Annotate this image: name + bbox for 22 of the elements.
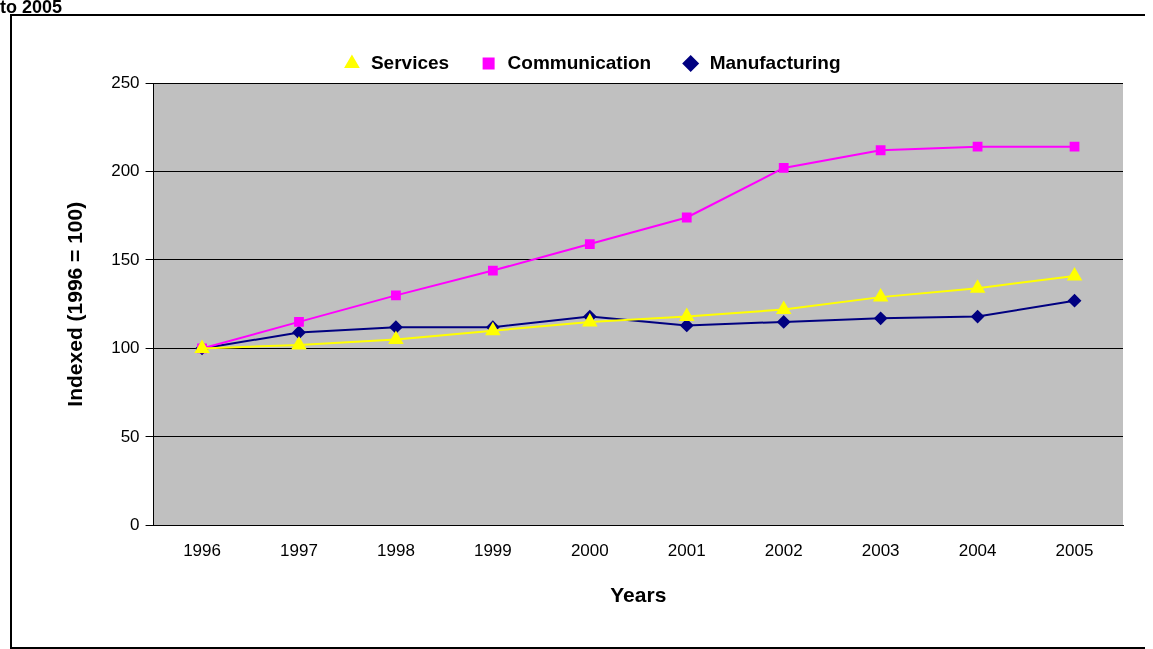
x-axis-title: Years bbox=[610, 583, 667, 607]
x-tick-label: 1997 bbox=[280, 541, 318, 561]
y-axis-title: Indexed (1996 = 100) bbox=[63, 201, 87, 407]
legend-label: Services bbox=[370, 51, 450, 73]
y-tick-label: 200 bbox=[111, 161, 140, 181]
x-tick-label: 2000 bbox=[570, 541, 609, 561]
y-tick-label: 150 bbox=[111, 249, 140, 269]
x-tick-label: 1996 bbox=[183, 541, 221, 561]
y-tick-label: 50 bbox=[120, 426, 140, 446]
y-tick-label: 100 bbox=[111, 338, 140, 358]
x-tick-label: 2004 bbox=[958, 541, 997, 561]
x-tick-label: 2005 bbox=[1055, 541, 1094, 561]
y-tick-label: 0 bbox=[130, 515, 140, 535]
y-tick-label: 250 bbox=[111, 72, 140, 92]
x-tick-label: 2002 bbox=[764, 541, 803, 561]
x-tick-label: 2003 bbox=[861, 541, 900, 561]
x-tick-label: 2001 bbox=[667, 541, 706, 561]
x-tick-label: 1999 bbox=[473, 541, 512, 561]
legend-label: Manufacturing bbox=[709, 51, 841, 73]
x-tick-label: 1998 bbox=[377, 541, 415, 561]
chart-title: to 2005 bbox=[0, 0, 63, 17]
legend-label: Communication bbox=[507, 51, 652, 73]
